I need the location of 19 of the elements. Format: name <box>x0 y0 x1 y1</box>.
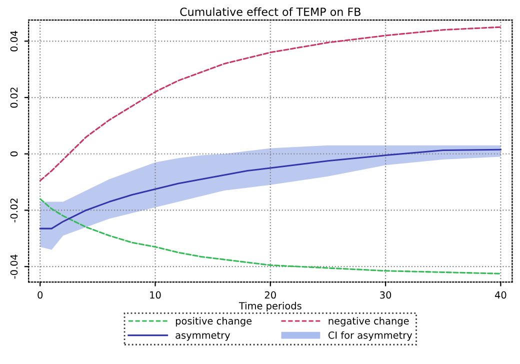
y-tick-label: 0 <box>10 151 18 156</box>
chart-title: Cumulative effect of TEMP on FB <box>180 7 360 16</box>
x-tick-label: 0 <box>38 291 43 299</box>
line-series <box>39 148 502 230</box>
y-tick-label: 0.04 <box>10 30 18 52</box>
x-tick-label: 20 <box>264 291 276 299</box>
line-series <box>39 198 502 274</box>
x-tick-label: 40 <box>494 291 506 299</box>
x-tick-label: 30 <box>380 291 392 299</box>
text: CI for asymmetry <box>328 331 412 341</box>
legend-label: asymmetry <box>176 332 230 341</box>
y-tick-label: 0.02 <box>10 88 18 108</box>
y-tick-label: -0.04 <box>10 254 18 279</box>
x-axis-title: Time periods <box>238 302 302 312</box>
x-tick-label: 10 <box>150 291 161 299</box>
line-series <box>39 26 502 182</box>
legend-label: negative change <box>328 317 409 326</box>
legend-label: positive change <box>176 317 252 326</box>
y-tick-label: -0.02 <box>10 198 18 222</box>
